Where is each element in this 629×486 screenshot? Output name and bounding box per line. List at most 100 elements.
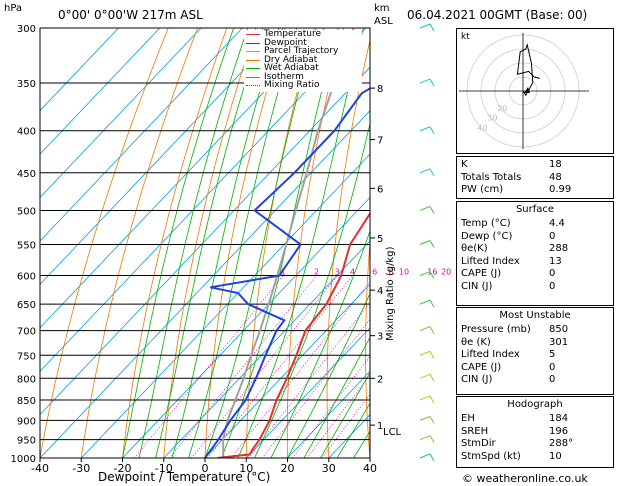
km-tick-label: 2: [377, 374, 383, 385]
most-unstable-title: Most Unstable: [499, 310, 571, 321]
legend-label: Isotherm: [264, 71, 304, 82]
mixing-ratio-label: Mixing Ratio (g/kg): [385, 246, 396, 341]
table-row: Pressure (mb) 850: [457, 324, 613, 336]
mixing-ratio-label: 2: [314, 268, 319, 277]
legend-swatch: [246, 68, 260, 69]
row-value: 288°: [549, 438, 574, 449]
wind-barb-flag: [429, 78, 435, 87]
pressure-tick-label: 450: [17, 169, 36, 180]
pressure-tick-label: 600: [17, 272, 36, 283]
mixing-ratio-label: 10: [399, 268, 409, 277]
pressure-tick-label: 300: [17, 24, 36, 35]
wind-barb: [419, 271, 431, 277]
table-row: CAPE (J) 0: [457, 268, 613, 280]
wind-barb-flag: [429, 240, 435, 248]
row-value: 0: [549, 280, 556, 292]
wind-barb-flag: [429, 23, 435, 32]
row-label: Pressure (mb): [461, 324, 531, 335]
pressure-tick-label: 950: [17, 436, 36, 447]
legend-swatch: [246, 42, 260, 44]
isotherm-line: [40, 28, 161, 155]
wind-barb-flag: [429, 453, 435, 462]
row-label: K: [461, 159, 468, 170]
wet-adiabat-line: [138, 28, 249, 458]
km-tick-label: 5: [377, 234, 383, 245]
hodograph-ring-label: 30: [487, 114, 497, 123]
dry-adiabat-line: [122, 28, 228, 458]
mixing-ratio-label: 1: [281, 268, 286, 277]
isotherm-line: [246, 327, 370, 458]
pressure-tick-label: 850: [17, 396, 36, 407]
wind-barb: [419, 435, 431, 441]
table-row: SREH 196: [457, 426, 613, 438]
wind-barb: [419, 168, 431, 174]
isotherm-line: [40, 66, 370, 416]
wind-barb: [419, 126, 431, 132]
wind-barb: [419, 240, 431, 245]
mixing-ratio-line: [207, 275, 353, 458]
legend-label: Dry Adiabat: [264, 54, 318, 65]
wet-adiabat-line: [287, 292, 370, 458]
temperature-tick-label: -40: [31, 462, 49, 475]
hodograph-unit-label: kt: [461, 32, 470, 42]
row-value: 0: [549, 268, 556, 279]
legend-swatch: [246, 34, 260, 35]
isotherm-line: [163, 240, 370, 458]
legend-label: Dewpoint: [264, 37, 307, 48]
pressure-tick-label: 1000: [11, 454, 36, 465]
row-label: EH: [461, 413, 475, 424]
temperature-line: [217, 211, 370, 458]
row-label: Lifted Index: [461, 349, 520, 360]
row-label: Lifted Index: [461, 255, 520, 267]
table-row: Lifted Index 5: [457, 349, 613, 361]
surface-title: Surface: [515, 204, 555, 215]
row-label: θe (K): [461, 336, 491, 348]
row-label: CAPE (J): [461, 361, 502, 373]
indices-table: K 18 Totals Totals 48 PW (cm) 0.99: [456, 156, 614, 199]
pressure-tick-label: 500: [17, 206, 36, 217]
wind-barb-flag: [429, 351, 435, 359]
row-label: CIN (J): [461, 374, 493, 385]
temperature-tick-label: 10: [239, 462, 253, 475]
mixing-ratio-label: 16: [427, 268, 437, 277]
wind-barb: [419, 326, 431, 332]
row-value: 301: [549, 336, 569, 348]
row-label: Totals Totals: [461, 171, 522, 183]
table-row: StmSpd (kt) 10: [457, 451, 613, 463]
temperature-tick-label: 0: [202, 462, 209, 475]
hodograph-panel: kt 20 30 40: [456, 28, 614, 154]
row-label: Dewp (°C): [461, 230, 513, 242]
datetime-title: 06.04.2021 00GMT (Base: 00): [407, 8, 588, 22]
row-value: 0: [549, 230, 556, 242]
hodograph-trace: [516, 42, 540, 97]
km-tick-label: 7: [377, 136, 383, 147]
temperature-tick-label: -10: [155, 462, 173, 475]
table-row: Lifted Index 13: [457, 256, 613, 268]
km-label: km: [374, 3, 390, 14]
km-tick-label: 6: [377, 184, 383, 195]
storm-motion-marker: [524, 87, 530, 93]
wind-barb-flag: [429, 435, 435, 443]
location-title: 0°00' 0°00'W 217m ASL: [58, 8, 203, 22]
row-label: CIN (J): [461, 280, 493, 292]
legend-swatch: [246, 76, 260, 78]
pressure-tick-label: 400: [17, 127, 36, 138]
hodograph-table-title: Hodograph: [507, 399, 563, 410]
dry-adiabat-line: [365, 237, 370, 458]
table-row: K 18: [457, 159, 613, 171]
wind-barb: [419, 395, 431, 401]
table-row: θe (K) 301: [457, 337, 613, 349]
wet-adiabat-line: [303, 336, 370, 458]
wind-barb-flag: [429, 126, 435, 134]
km-tick-label: 3: [377, 332, 383, 343]
row-value: 5: [549, 349, 556, 360]
mixing-ratio-line: [321, 393, 370, 458]
isotherm-line: [40, 28, 326, 329]
wind-barb: [419, 205, 431, 211]
row-label: Temp (°C): [461, 218, 511, 229]
row-value: 0: [549, 374, 556, 385]
pressure-tick-label: 550: [17, 240, 36, 251]
legend-label: Mixing Ratio: [264, 80, 320, 90]
x-axis-label: Dewpoint / Temperature (°C): [98, 470, 271, 484]
row-value: 13: [549, 255, 562, 267]
